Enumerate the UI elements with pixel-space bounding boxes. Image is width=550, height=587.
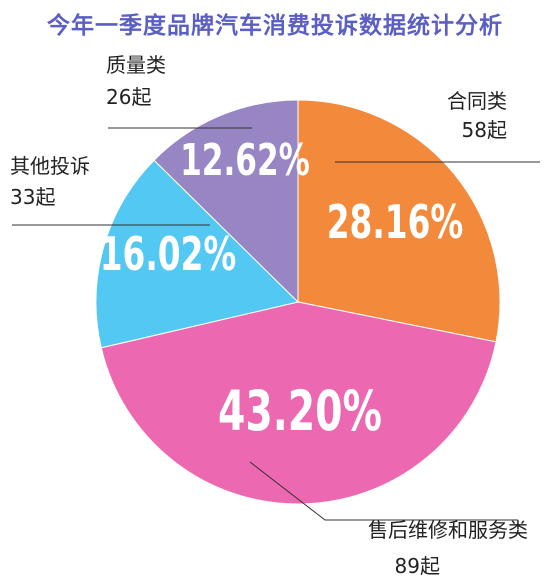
percent-label-after-sales-service: 43.20% [218,380,382,443]
pie-slice-after-sales-service [100,301,497,505]
category-label-quality: 质量类 [106,53,166,77]
count-label-after-sales-service: 89起 [395,554,440,578]
count-label-quality: 26起 [106,85,151,109]
count-label-other-complaints: 33起 [10,185,55,209]
pie-slice-quality [153,99,299,304]
percent-label-quality: 12.62% [180,135,310,186]
pie-slice-other-complaints [95,159,299,349]
category-label-other-complaints: 其他投诉 [10,154,90,178]
percent-label-other-complaints: 16.02% [100,229,237,282]
count-label-contract: 58起 [462,118,507,142]
leader-line-after-sales-service [249,461,518,521]
chart-title: 今年一季度品牌汽车消费投诉数据统计分析 [47,13,503,39]
pie-slice-contract [297,99,501,343]
percent-label-contract: 28.16% [327,197,464,250]
category-label-after-sales-service: 售后维修和服务类 [368,518,528,542]
category-label-contract: 合同类 [447,89,507,113]
